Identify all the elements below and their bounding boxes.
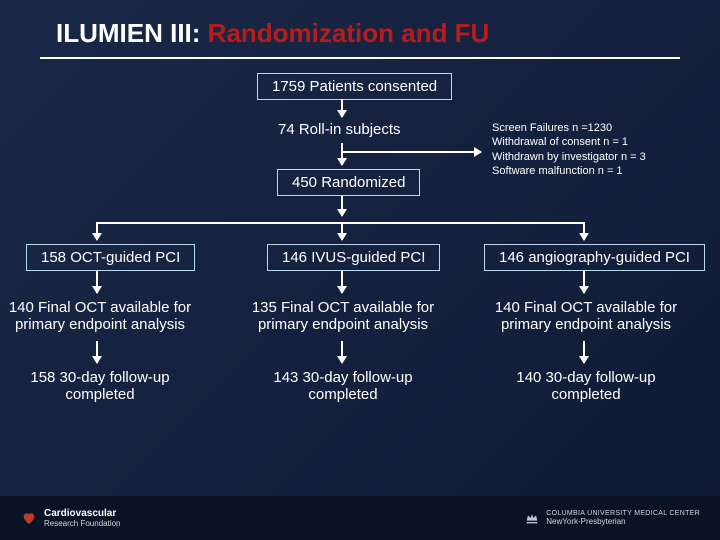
- arrow-ivus-fu: [341, 341, 343, 363]
- node-rollin: 74 Roll-in subjects: [278, 121, 401, 138]
- node-fu-ivus: 143 30-day follow-up completed: [243, 369, 443, 403]
- footer-left-text: Cardiovascular Cardiovascular Research F…: [44, 508, 121, 528]
- node-arm-oct: 158 OCT-guided PCI: [26, 244, 195, 271]
- footer-logo-left: Cardiovascular Cardiovascular Research F…: [20, 508, 121, 528]
- footer-logo-right: COLUMBIA UNIVERSITY MEDICAL CENTER NewYo…: [524, 510, 700, 526]
- arrow-angio-final: [583, 271, 585, 293]
- heart-icon: [20, 510, 38, 526]
- title-main: Randomization and FU: [208, 18, 490, 48]
- title-underline: [40, 57, 680, 59]
- arrow-randomized-split: [341, 196, 343, 216]
- footer-right-text: COLUMBIA UNIVERSITY MEDICAL CENTER NewYo…: [546, 510, 700, 526]
- arrow-consented-rollin: [341, 99, 343, 117]
- arrow-rollin-randomized: [341, 143, 343, 165]
- arrow-angio-fu: [583, 341, 585, 363]
- node-fu-angio: 140 30-day follow-up completed: [486, 369, 686, 403]
- footer-bar: Cardiovascular Cardiovascular Research F…: [0, 496, 720, 540]
- arrow-split-angio: [583, 222, 585, 240]
- exclusion-line-3: Withdrawn by investigator n = 3: [492, 150, 692, 164]
- arrow-oct-fu: [96, 341, 98, 363]
- node-consented: 1759 Patients consented: [257, 73, 452, 100]
- arrow-to-exclusions: [343, 151, 481, 153]
- arrow-split-ivus: [341, 222, 343, 240]
- exclusions-block: Screen Failures n =1230 Withdrawal of co…: [492, 121, 692, 178]
- arrow-split-oct: [96, 222, 98, 240]
- node-final-angio: 140 Final OCT available for primary endp…: [486, 299, 686, 333]
- crown-icon: [524, 510, 540, 526]
- exclusion-line-1: Screen Failures n =1230: [492, 121, 692, 135]
- node-final-ivus: 135 Final OCT available for primary endp…: [243, 299, 443, 333]
- node-fu-oct: 158 30-day follow-up completed: [0, 369, 200, 403]
- node-final-oct: 140 Final OCT available for primary endp…: [0, 299, 200, 333]
- exclusion-line-4: Software malfunction n = 1: [492, 164, 692, 178]
- node-arm-angio: 146 angiography-guided PCI: [484, 244, 705, 271]
- node-arm-ivus: 146 IVUS-guided PCI: [267, 244, 440, 271]
- arrow-ivus-final: [341, 271, 343, 293]
- slide-title: ILUMIEN III: Randomization and FU: [0, 0, 720, 55]
- flowchart: 1759 Patients consented 74 Roll-in subje…: [0, 67, 720, 467]
- node-randomized: 450 Randomized: [277, 169, 420, 196]
- arrow-oct-final: [96, 271, 98, 293]
- title-prefix: ILUMIEN III:: [56, 18, 208, 48]
- exclusion-line-2: Withdrawal of consent n = 1: [492, 135, 692, 149]
